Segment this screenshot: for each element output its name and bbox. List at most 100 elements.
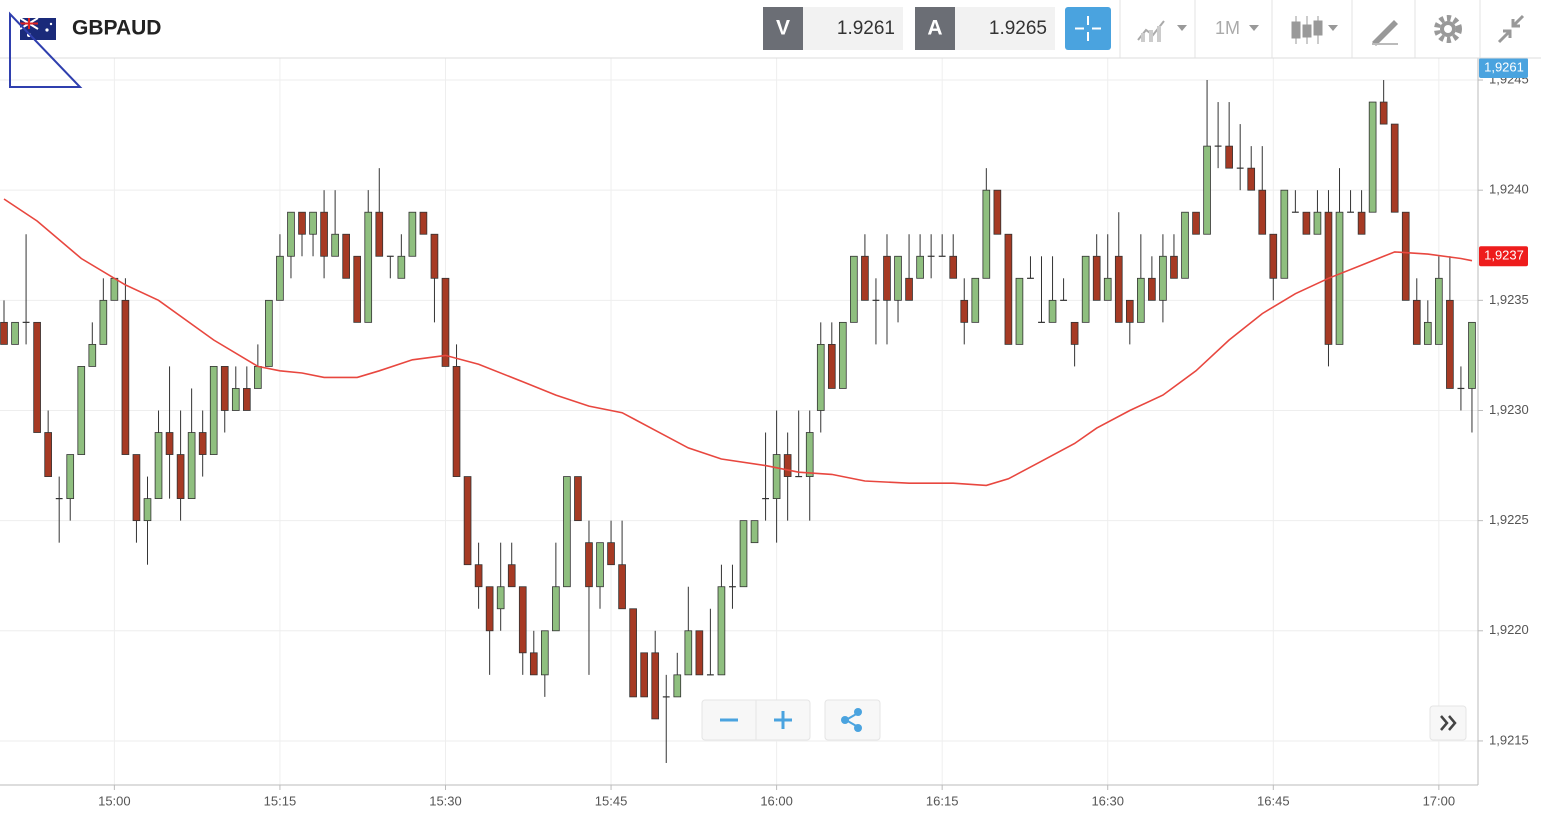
candle bbox=[1258, 146, 1267, 235]
candle-body bbox=[982, 189, 991, 279]
x-tick-label: 16:00 bbox=[760, 793, 793, 808]
x-tick-label: 15:45 bbox=[595, 793, 628, 808]
chart-type-button[interactable] bbox=[1137, 20, 1187, 42]
candle bbox=[585, 520, 593, 675]
candle-body bbox=[430, 233, 439, 279]
candle-body bbox=[827, 343, 836, 389]
candle bbox=[1390, 123, 1399, 213]
timeframe: 1M bbox=[1215, 18, 1240, 38]
candle-body bbox=[1048, 299, 1057, 323]
candle-body bbox=[331, 233, 339, 257]
candle-body bbox=[839, 321, 847, 389]
grid bbox=[0, 58, 1478, 785]
candle-body bbox=[816, 343, 825, 411]
bid-box[interactable] bbox=[803, 7, 903, 50]
candle-body bbox=[695, 630, 704, 676]
x-tick-label: 15:30 bbox=[429, 793, 462, 808]
candle bbox=[132, 454, 141, 543]
candle-body bbox=[1004, 233, 1013, 345]
y-tick-label: 1,9215 bbox=[1489, 732, 1529, 747]
candle-body bbox=[1203, 145, 1211, 235]
candle bbox=[916, 234, 924, 279]
share-button[interactable] bbox=[824, 699, 881, 741]
candle-body bbox=[805, 432, 814, 477]
candle-body bbox=[552, 586, 560, 632]
candle bbox=[596, 542, 604, 609]
candle-body bbox=[33, 321, 41, 433]
candle bbox=[408, 211, 417, 257]
candle bbox=[220, 366, 229, 433]
zoom-in[interactable] bbox=[774, 711, 792, 729]
candle-body bbox=[1192, 211, 1200, 235]
candle bbox=[276, 234, 284, 301]
price-badge-label: 1,9261 bbox=[1484, 59, 1524, 74]
candle bbox=[1004, 233, 1013, 345]
candle-body bbox=[1423, 321, 1432, 345]
candle-body bbox=[717, 586, 726, 676]
candle-body bbox=[1258, 189, 1267, 235]
candle-body bbox=[673, 674, 682, 698]
crosshair-icon bbox=[1075, 16, 1101, 41]
candle-body bbox=[287, 211, 295, 257]
candle-body bbox=[1092, 255, 1101, 301]
candle-style-button[interactable] bbox=[1291, 16, 1338, 44]
candle-body bbox=[474, 564, 483, 588]
candle bbox=[463, 476, 472, 566]
drawing-tool-button[interactable] bbox=[1372, 20, 1398, 46]
candle bbox=[729, 564, 736, 609]
candle-body bbox=[254, 366, 262, 389]
candle bbox=[1192, 211, 1200, 235]
candle bbox=[717, 564, 726, 676]
candle-body bbox=[176, 454, 185, 500]
candle bbox=[342, 233, 350, 279]
candle bbox=[529, 630, 538, 676]
candle-body bbox=[452, 366, 461, 477]
y-tick-label: 1,9220 bbox=[1489, 622, 1529, 637]
candle bbox=[673, 652, 682, 698]
candle-body bbox=[44, 432, 52, 477]
scroll-right-button[interactable] bbox=[1429, 705, 1467, 741]
candle bbox=[739, 520, 748, 588]
candle bbox=[309, 211, 317, 257]
candle bbox=[507, 542, 516, 588]
ask-box[interactable] bbox=[955, 7, 1055, 50]
candle-body bbox=[883, 255, 891, 301]
bid-tag[interactable] bbox=[763, 7, 803, 50]
candle-body bbox=[66, 454, 75, 500]
candle-body bbox=[485, 586, 494, 632]
candle-body bbox=[154, 432, 163, 500]
candle-body bbox=[132, 454, 141, 522]
ask-tag[interactable] bbox=[915, 7, 955, 50]
candle bbox=[1181, 211, 1189, 279]
crosshair-button[interactable] bbox=[1065, 7, 1111, 50]
candle-body bbox=[993, 189, 1002, 235]
x-tick-label: 15:00 bbox=[98, 793, 131, 808]
settings-button[interactable] bbox=[1434, 15, 1462, 43]
candle bbox=[1457, 366, 1465, 411]
collapse-button[interactable] bbox=[1497, 14, 1525, 44]
candle bbox=[485, 586, 494, 675]
candle-body bbox=[309, 211, 317, 235]
candle bbox=[1125, 299, 1134, 345]
candle-body bbox=[529, 652, 538, 676]
candle-body bbox=[971, 277, 980, 323]
moving-average-line bbox=[3, 198, 1473, 487]
candle-body bbox=[1368, 101, 1377, 213]
candle-body bbox=[916, 255, 924, 279]
candle bbox=[143, 476, 152, 565]
candle bbox=[1347, 190, 1354, 213]
candle bbox=[574, 476, 582, 522]
candle bbox=[11, 321, 19, 345]
timeframe-button[interactable]: 1M bbox=[1215, 18, 1259, 38]
price-badge bbox=[1479, 246, 1528, 267]
candle-body bbox=[783, 454, 792, 477]
drawing-triangle bbox=[9, 11, 83, 88]
candle bbox=[110, 277, 119, 301]
candle bbox=[55, 476, 63, 543]
candle bbox=[883, 234, 891, 345]
candle bbox=[165, 366, 174, 499]
candle-body bbox=[88, 343, 97, 367]
candle-body bbox=[1313, 211, 1322, 235]
candle bbox=[1236, 124, 1244, 191]
